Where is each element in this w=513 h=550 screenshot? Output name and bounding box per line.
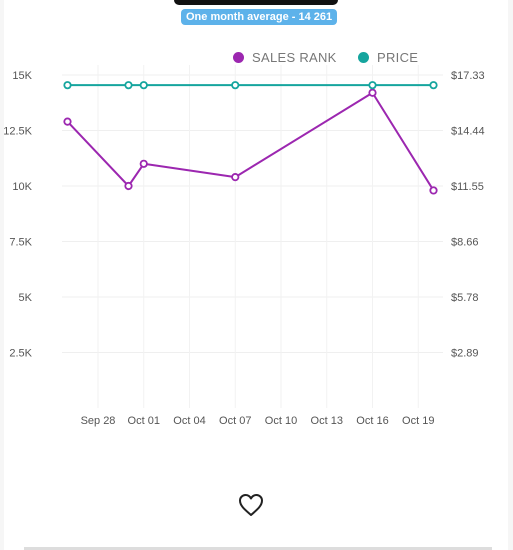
legend-dot-price	[358, 52, 369, 63]
data-point-sales-rank	[124, 181, 133, 191]
x-tick-label: Oct 10	[265, 415, 297, 427]
x-tick-label: Oct 13	[311, 415, 343, 427]
y-right-tick-label: $17.33	[451, 70, 485, 82]
heart-outline-icon	[239, 494, 263, 516]
x-tick-label: Oct 04	[173, 415, 205, 427]
one-month-average-badge: One month average - 14 261	[181, 9, 338, 25]
y-right-tick-label: $2.89	[451, 348, 479, 360]
bottom-divider	[24, 547, 492, 550]
data-point-price	[124, 81, 133, 90]
legend-label-price: PRICE	[377, 50, 419, 65]
product-image-edge	[174, 0, 338, 5]
y-left-tick-label: 15K	[12, 70, 32, 82]
y-right-tick-label: $11.55	[451, 181, 484, 193]
x-tick-label: Oct 19	[402, 415, 434, 427]
data-point-price	[231, 81, 240, 90]
y-left-tick-label: 2.5K	[9, 348, 32, 360]
y-left-tick-label: 7.5K	[9, 237, 32, 249]
chart-card	[4, 0, 508, 550]
data-point-price	[368, 81, 377, 90]
x-tick-label: Oct 01	[128, 415, 160, 427]
y-right-tick-label: $8.66	[451, 237, 479, 249]
data-point-sales-rank	[429, 186, 438, 195]
y-left-tick-label: 5K	[19, 292, 33, 304]
data-point-price	[429, 81, 438, 90]
x-tick-label: Oct 07	[219, 415, 251, 427]
data-point-sales-rank	[139, 159, 148, 168]
legend-item-price[interactable]: PRICE	[358, 50, 418, 65]
chart-legend: SALES RANK PRICE	[0, 50, 513, 66]
sales-rank-price-chart: 2.5K 5K 7.5K 10K 12.5K 15K $2.89 $5.78 $8.66 $11.…	[3, 65, 485, 427]
y-right-tick-label: $5.78	[451, 292, 479, 304]
data-point-price	[139, 81, 148, 90]
y-left-tick-label: 10K	[12, 181, 32, 193]
x-tick-label: Sep 28	[81, 415, 116, 427]
legend-item-sales-rank[interactable]: SALES RANK	[233, 50, 337, 65]
data-point-sales-rank	[368, 88, 377, 97]
legend-label-sales-rank: SALES RANK	[252, 50, 337, 65]
legend-dot-sales-rank	[233, 52, 244, 63]
favorite-button[interactable]	[237, 492, 265, 518]
data-point-sales-rank	[231, 173, 240, 182]
series-line-sales-rank	[66, 91, 435, 191]
y-left-tick-label: 12.5K	[3, 126, 32, 138]
data-point-sales-rank	[63, 117, 72, 126]
y-right-tick-label: $14.44	[451, 126, 485, 138]
x-tick-label: Oct 16	[356, 415, 388, 427]
data-point-price	[63, 81, 72, 90]
